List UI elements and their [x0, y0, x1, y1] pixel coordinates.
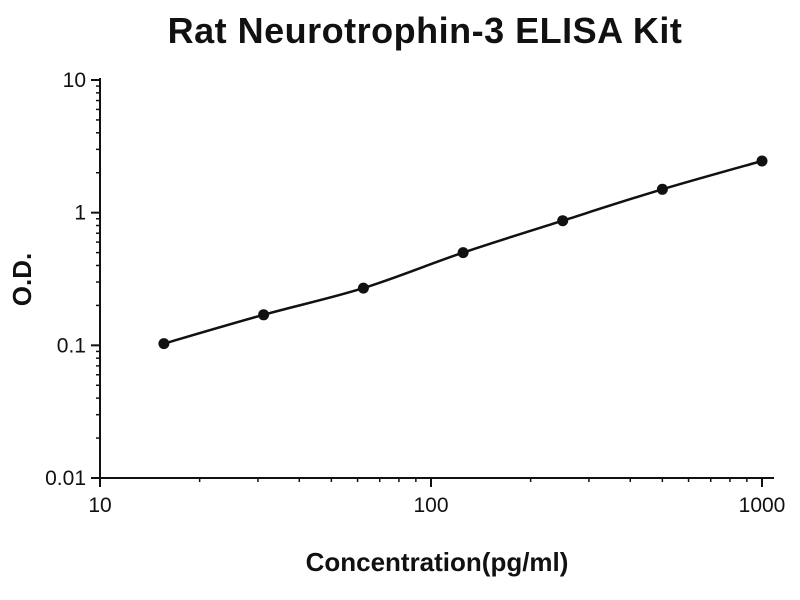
x-tick-label: 10 [88, 494, 111, 517]
data-point-marker [258, 309, 270, 321]
y-axis-label-container: O.D. [0, 80, 46, 478]
data-point-marker [557, 215, 569, 227]
chart-title: Rat Neurotrophin-3 ELISA Kit [167, 10, 683, 51]
y-tick-label: 10 [63, 69, 86, 92]
data-point-marker [158, 338, 170, 350]
data-point-marker [756, 155, 768, 167]
data-point-marker [656, 183, 668, 195]
x-tick-label: 100 [413, 494, 448, 517]
data-point-marker [357, 282, 369, 294]
y-tick-label: 0.1 [57, 334, 86, 357]
x-tick-label: 1000 [739, 494, 786, 517]
data-point-marker [457, 247, 469, 259]
y-tick-label: 1 [74, 202, 86, 225]
y-axis-label: O.D. [7, 252, 38, 306]
x-axis-label: Concentration(pg/ml) [305, 547, 569, 577]
y-tick-label: 0.01 [45, 467, 86, 490]
